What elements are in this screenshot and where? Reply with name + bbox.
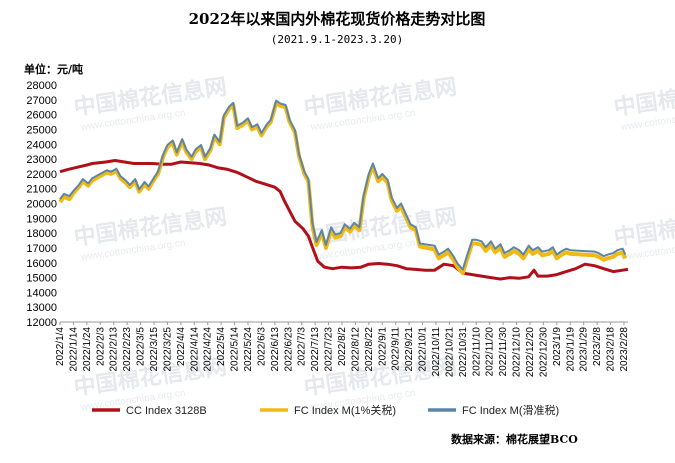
x-tick-label: 2022/7/13 [310, 327, 321, 372]
x-tick-label: 2022/8/22 [364, 327, 375, 372]
x-tick-label: 2022/1/24 [82, 327, 93, 372]
y-tick-label: 22000 [26, 169, 57, 181]
series-line-2 [58, 100, 628, 276]
data-source-note: 数据来源：棉花展望BCO [451, 432, 578, 446]
x-tick-label: 2022/9/11 [391, 327, 402, 371]
watermark-cn: 中国棉花信息网 [612, 204, 675, 251]
x-tick-label: 2022/11/20 [485, 327, 496, 377]
series-layer [58, 99, 629, 281]
y-tick-label: 19000 [26, 213, 57, 225]
legend-label: FC Index M(滑准税) [462, 403, 559, 417]
x-tick-label: 2023/1/19 [565, 327, 576, 372]
y-tick-label: 26000 [26, 110, 57, 122]
y-axis-ticks: 28000 27000 26000 25000 24000 23000 22000 21000… [26, 80, 57, 329]
x-tick-label: 2022/6/23 [283, 327, 294, 372]
y-tick-label: 16000 [26, 258, 57, 270]
y-tick-label: 27000 [26, 95, 57, 107]
x-tick-label: 2022/4/4 [176, 327, 187, 366]
x-tick-label: 2022/8/12 [350, 327, 361, 372]
x-tick-label: 2023/2/8 [592, 327, 603, 366]
x-tick-label: 2022/3/25 [162, 327, 173, 372]
x-tick-label: 2023/1/29 [579, 327, 590, 372]
x-tick-label: 2022/10/31 [458, 327, 469, 377]
legend-item-1: CC Index 3128B [92, 405, 207, 417]
y-tick-label: 23000 [26, 154, 57, 166]
x-tick-label: 2022/6/13 [270, 327, 281, 372]
x-tick-label: 2022/2/3 [95, 327, 106, 366]
chart-title: 2022年以来国内外棉花现货价格走势对比图 [189, 10, 486, 28]
x-tick-label: 2022/2/13 [109, 327, 120, 372]
x-tick-label: 2022/7/3 [297, 327, 308, 366]
x-tick-label: 2022/8/2 [337, 327, 348, 366]
x-tick-label: 2022/12/10 [512, 327, 523, 377]
x-tick-label: 2022/12/20 [525, 327, 536, 377]
x-tick-label: 2022/5/4 [216, 327, 227, 366]
x-tick-label: 2022/10/11 [431, 327, 442, 377]
x-tick-label: 2022/10/21 [444, 327, 455, 377]
y-tick-label: 13000 [26, 302, 57, 314]
legend: CC Index 3128B FC Index M(1%关税) FC Index M… [92, 403, 559, 417]
y-tick-label: 15000 [26, 273, 57, 285]
x-tick-label: 2022/11/30 [498, 327, 509, 377]
y-tick-label: 14000 [26, 287, 57, 299]
legend-item-2: FC Index M(1%关税) [260, 403, 396, 417]
y-tick-label: 25000 [26, 124, 57, 136]
series-line-3 [59, 99, 627, 271]
x-tick-label: 2022/9/21 [404, 327, 415, 372]
x-tick-label: 2022/7/23 [324, 327, 335, 372]
x-tick-label: 2022/10/1 [418, 327, 429, 372]
legend-label: CC Index 3128B [126, 405, 207, 417]
y-tick-label: 24000 [26, 139, 57, 151]
chart-subtitle: (2021.9.1-2023.3.20) [271, 33, 403, 46]
x-tick-label: 2022/2/23 [122, 327, 133, 372]
x-tick-label: 2023/2/28 [619, 327, 630, 372]
x-tick-label: 2022/4/14 [189, 327, 200, 372]
legend-label: FC Index M(1%关税) [294, 403, 396, 417]
x-tick-label: 2023/1/9 [552, 327, 563, 366]
x-tick-label: 2022/6/3 [256, 327, 267, 366]
x-tick-label: 2022/3/5 [136, 327, 147, 366]
x-tick-label: 2022/3/15 [149, 327, 160, 372]
x-tick-label: 2022/9/1 [377, 327, 388, 366]
y-tick-label: 21000 [26, 184, 57, 196]
x-axis-ticks: 2022/1/4 2022/1/14 2022/1/24 2022/2/3 2022/2… [55, 322, 630, 377]
legend-item-3: FC Index M(滑准税) [428, 403, 559, 417]
x-tick-label: 2022/4/24 [203, 327, 214, 372]
x-tick-label: 2023/2/18 [606, 327, 617, 372]
y-tick-label: 12000 [26, 317, 57, 329]
y-tick-label: 17000 [26, 243, 57, 255]
x-tick-label: 2022/5/14 [230, 327, 241, 372]
y-tick-label: 28000 [26, 80, 57, 92]
x-tick-label: 2022/1/4 [55, 327, 66, 366]
x-tick-label: 2022/5/24 [243, 327, 254, 372]
x-tick-label: 2022/1/14 [68, 327, 79, 372]
x-tick-label: 2022/12/30 [538, 327, 549, 377]
y-axis-unit-label: 单位：元/吨 [24, 62, 83, 76]
x-tick-label: 2022/11/10 [471, 327, 482, 377]
watermark-cn: 中国棉花信息网 [612, 74, 675, 121]
y-tick-label: 20000 [26, 199, 57, 211]
y-tick-label: 18000 [26, 228, 57, 240]
